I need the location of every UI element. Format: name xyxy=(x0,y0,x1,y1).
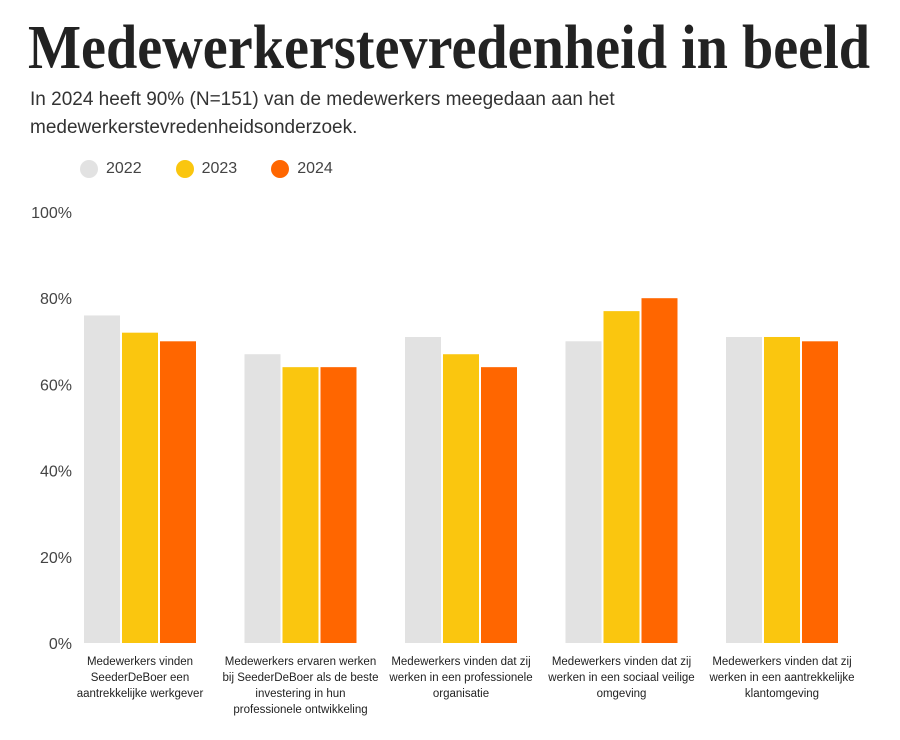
legend-item-2022[interactable]: 2022 xyxy=(80,160,142,178)
x-tick-label: Medewerkers vinden dat zij werken in een… xyxy=(548,656,695,700)
bar-2023[interactable] xyxy=(282,367,319,643)
bar-2022[interactable] xyxy=(405,336,441,643)
bar-2022[interactable] xyxy=(726,336,762,643)
bar-2024[interactable] xyxy=(320,367,357,643)
legend: 2022 2023 2024 xyxy=(80,160,333,178)
legend-item-2023[interactable]: 2023 xyxy=(175,160,238,178)
x-tick-label: Medewerkers vinden dat zij werken in een… xyxy=(389,656,533,700)
bar-2024[interactable] xyxy=(481,367,517,643)
legend-swatch xyxy=(175,160,194,178)
bar-2022[interactable] xyxy=(244,354,281,643)
x-tick-label: Medewerkers vinden dat zij werken in een… xyxy=(709,656,855,700)
bar-2022[interactable] xyxy=(565,341,602,643)
y-tick-label: 60% xyxy=(40,377,72,394)
bar-2023[interactable] xyxy=(603,311,640,643)
y-tick-label: 40% xyxy=(40,464,72,481)
legend-swatch xyxy=(80,160,98,178)
bar-2023[interactable] xyxy=(122,332,158,643)
x-tick-label: Medewerkers ervaren werken bij SeederDeB… xyxy=(222,656,379,716)
bar-2024[interactable] xyxy=(160,341,196,643)
x-tick-label: Medewerkers vinden SeederDeBoer een aant… xyxy=(76,656,204,700)
y-tick-label: 100% xyxy=(31,205,72,222)
bar-2024[interactable] xyxy=(802,341,838,643)
legend-label: 2024 xyxy=(297,160,333,177)
y-tick-label: 20% xyxy=(40,550,72,567)
y-tick-label: 80% xyxy=(40,291,72,308)
bar-2023[interactable] xyxy=(443,354,479,643)
subtitle: In 2024 heeft 90% (N=151) van de medewer… xyxy=(30,89,615,138)
y-tick-label: 0% xyxy=(49,636,72,653)
page-title: Medewerkerstevredenheid in beeld xyxy=(28,14,870,80)
page-title-text: Medewerkerstevredenheid in beeld xyxy=(28,14,870,80)
legend-item-2024[interactable]: 2024 xyxy=(271,160,333,178)
bar-2023[interactable] xyxy=(764,336,800,643)
legend-label: 2022 xyxy=(106,160,142,177)
legend-label: 2023 xyxy=(201,160,238,177)
legend-swatch xyxy=(271,160,290,178)
bar-2022[interactable] xyxy=(84,315,120,643)
bar-2024[interactable] xyxy=(641,298,678,643)
